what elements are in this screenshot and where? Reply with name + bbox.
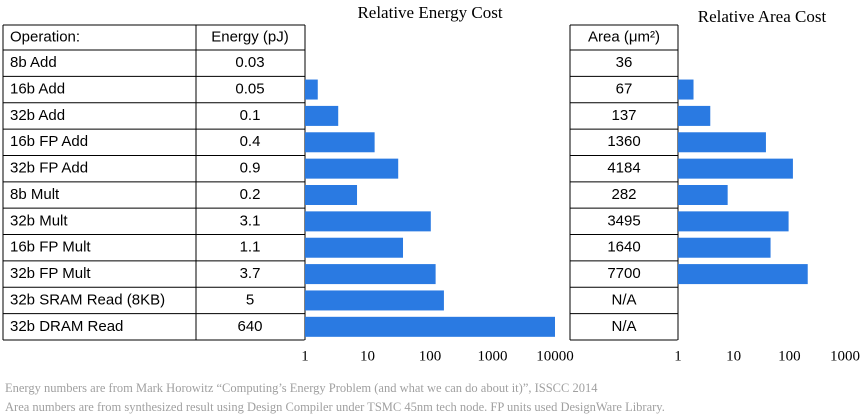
footnote: Area numbers are from synthesized result… — [5, 400, 665, 414]
x-tick-label: 1000 — [830, 348, 860, 364]
bar — [305, 290, 444, 311]
footnote: Energy numbers are from Mark Horowitz “C… — [5, 381, 598, 395]
x-tick-label: 10 — [726, 348, 741, 364]
energy: 0.05 — [235, 81, 264, 98]
operation: 8b Add — [10, 54, 57, 71]
bar — [305, 158, 399, 179]
x-tick-label: 100 — [778, 348, 801, 364]
bar — [678, 79, 694, 100]
area: 137 — [611, 107, 636, 124]
bar — [678, 211, 789, 232]
energy: 3.7 — [240, 265, 261, 282]
x-tick-label: 10 — [360, 348, 375, 364]
energy: 640 — [237, 318, 262, 335]
bar — [678, 185, 728, 205]
energy: 0.9 — [240, 160, 261, 177]
bar — [305, 237, 404, 258]
bar — [305, 316, 555, 337]
bar — [678, 237, 771, 258]
area: 7700 — [607, 265, 640, 282]
bar — [305, 79, 318, 100]
area: 1640 — [607, 239, 640, 256]
energy: 3.1 — [240, 212, 261, 229]
operation: 32b FP Mult — [10, 265, 91, 282]
x-tick-label: 10000 — [536, 348, 574, 364]
bar — [305, 264, 436, 285]
area: 36 — [616, 54, 633, 71]
energy: 0.4 — [240, 133, 261, 150]
chart-title: Relative Area Cost — [698, 7, 827, 26]
bar — [305, 105, 339, 126]
bar — [678, 132, 766, 153]
energy: 0.03 — [235, 54, 264, 71]
area: 3495 — [607, 212, 640, 229]
bar — [305, 185, 358, 205]
chart-title: Relative Energy Cost — [357, 3, 502, 22]
area: 4184 — [607, 160, 640, 177]
energy: 0.1 — [240, 107, 261, 124]
bar — [678, 105, 711, 126]
x-tick-label: 1 — [674, 348, 682, 364]
area: 1360 — [607, 133, 640, 150]
table-header: Energy (pJ) — [211, 28, 289, 45]
bar — [305, 132, 375, 153]
operation: 16b FP Add — [10, 133, 88, 150]
operation: 32b SRAM Read (8KB) — [10, 291, 165, 308]
x-tick-label: 1 — [301, 348, 309, 364]
x-tick-label: 1000 — [478, 348, 508, 364]
operation: 32b FP Add — [10, 160, 88, 177]
operation: 32b Mult — [10, 212, 68, 229]
table-header: Operation: — [10, 28, 80, 45]
bar — [678, 158, 793, 179]
energy: 5 — [246, 291, 254, 308]
energy: 1.1 — [240, 239, 261, 256]
bar — [305, 211, 431, 232]
operation: 32b DRAM Read — [10, 318, 123, 335]
operation: 16b FP Mult — [10, 239, 91, 256]
x-tick-label: 100 — [419, 348, 442, 364]
operation: 32b Add — [10, 107, 65, 124]
operation: 8b Mult — [10, 186, 60, 203]
area: 282 — [611, 186, 636, 203]
area: N/A — [611, 291, 636, 308]
bar — [678, 264, 808, 285]
energy: 0.2 — [240, 186, 261, 203]
operation: 16b Add — [10, 81, 65, 98]
area: 67 — [616, 81, 633, 98]
area: N/A — [611, 318, 636, 335]
table-header: Area (μm²) — [588, 28, 660, 45]
